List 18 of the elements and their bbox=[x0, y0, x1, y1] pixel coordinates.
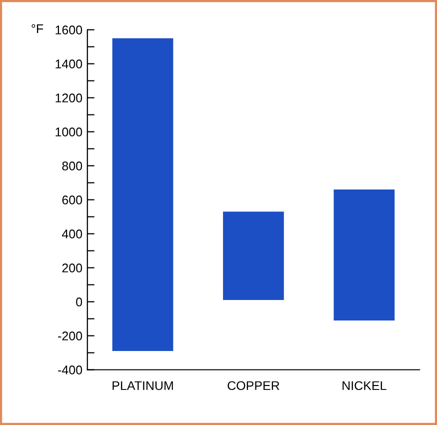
y-tick-label: 1200 bbox=[56, 94, 82, 102]
y-tick-label: 0 bbox=[76, 298, 82, 306]
bar bbox=[223, 212, 284, 300]
y-tick-label: 400 bbox=[62, 230, 82, 238]
x-tick-label: PLATINUM bbox=[112, 381, 173, 390]
x-tick-label: NICKEL bbox=[342, 381, 386, 390]
y-axis-title: °F bbox=[32, 24, 44, 33]
bar bbox=[112, 38, 174, 352]
y-tick-label: 1400 bbox=[56, 60, 82, 68]
y-tick-label: 1000 bbox=[56, 128, 82, 136]
y-tick-label: 1600 bbox=[56, 26, 82, 34]
y-tick-label: 200 bbox=[62, 264, 82, 272]
bar bbox=[334, 190, 395, 320]
y-tick-label: 600 bbox=[62, 196, 82, 204]
x-tick-label: COPPER bbox=[228, 381, 280, 390]
y-tick-label: -200 bbox=[58, 332, 82, 340]
y-tick-label: -400 bbox=[58, 366, 82, 374]
y-tick-label: 800 bbox=[62, 162, 82, 170]
